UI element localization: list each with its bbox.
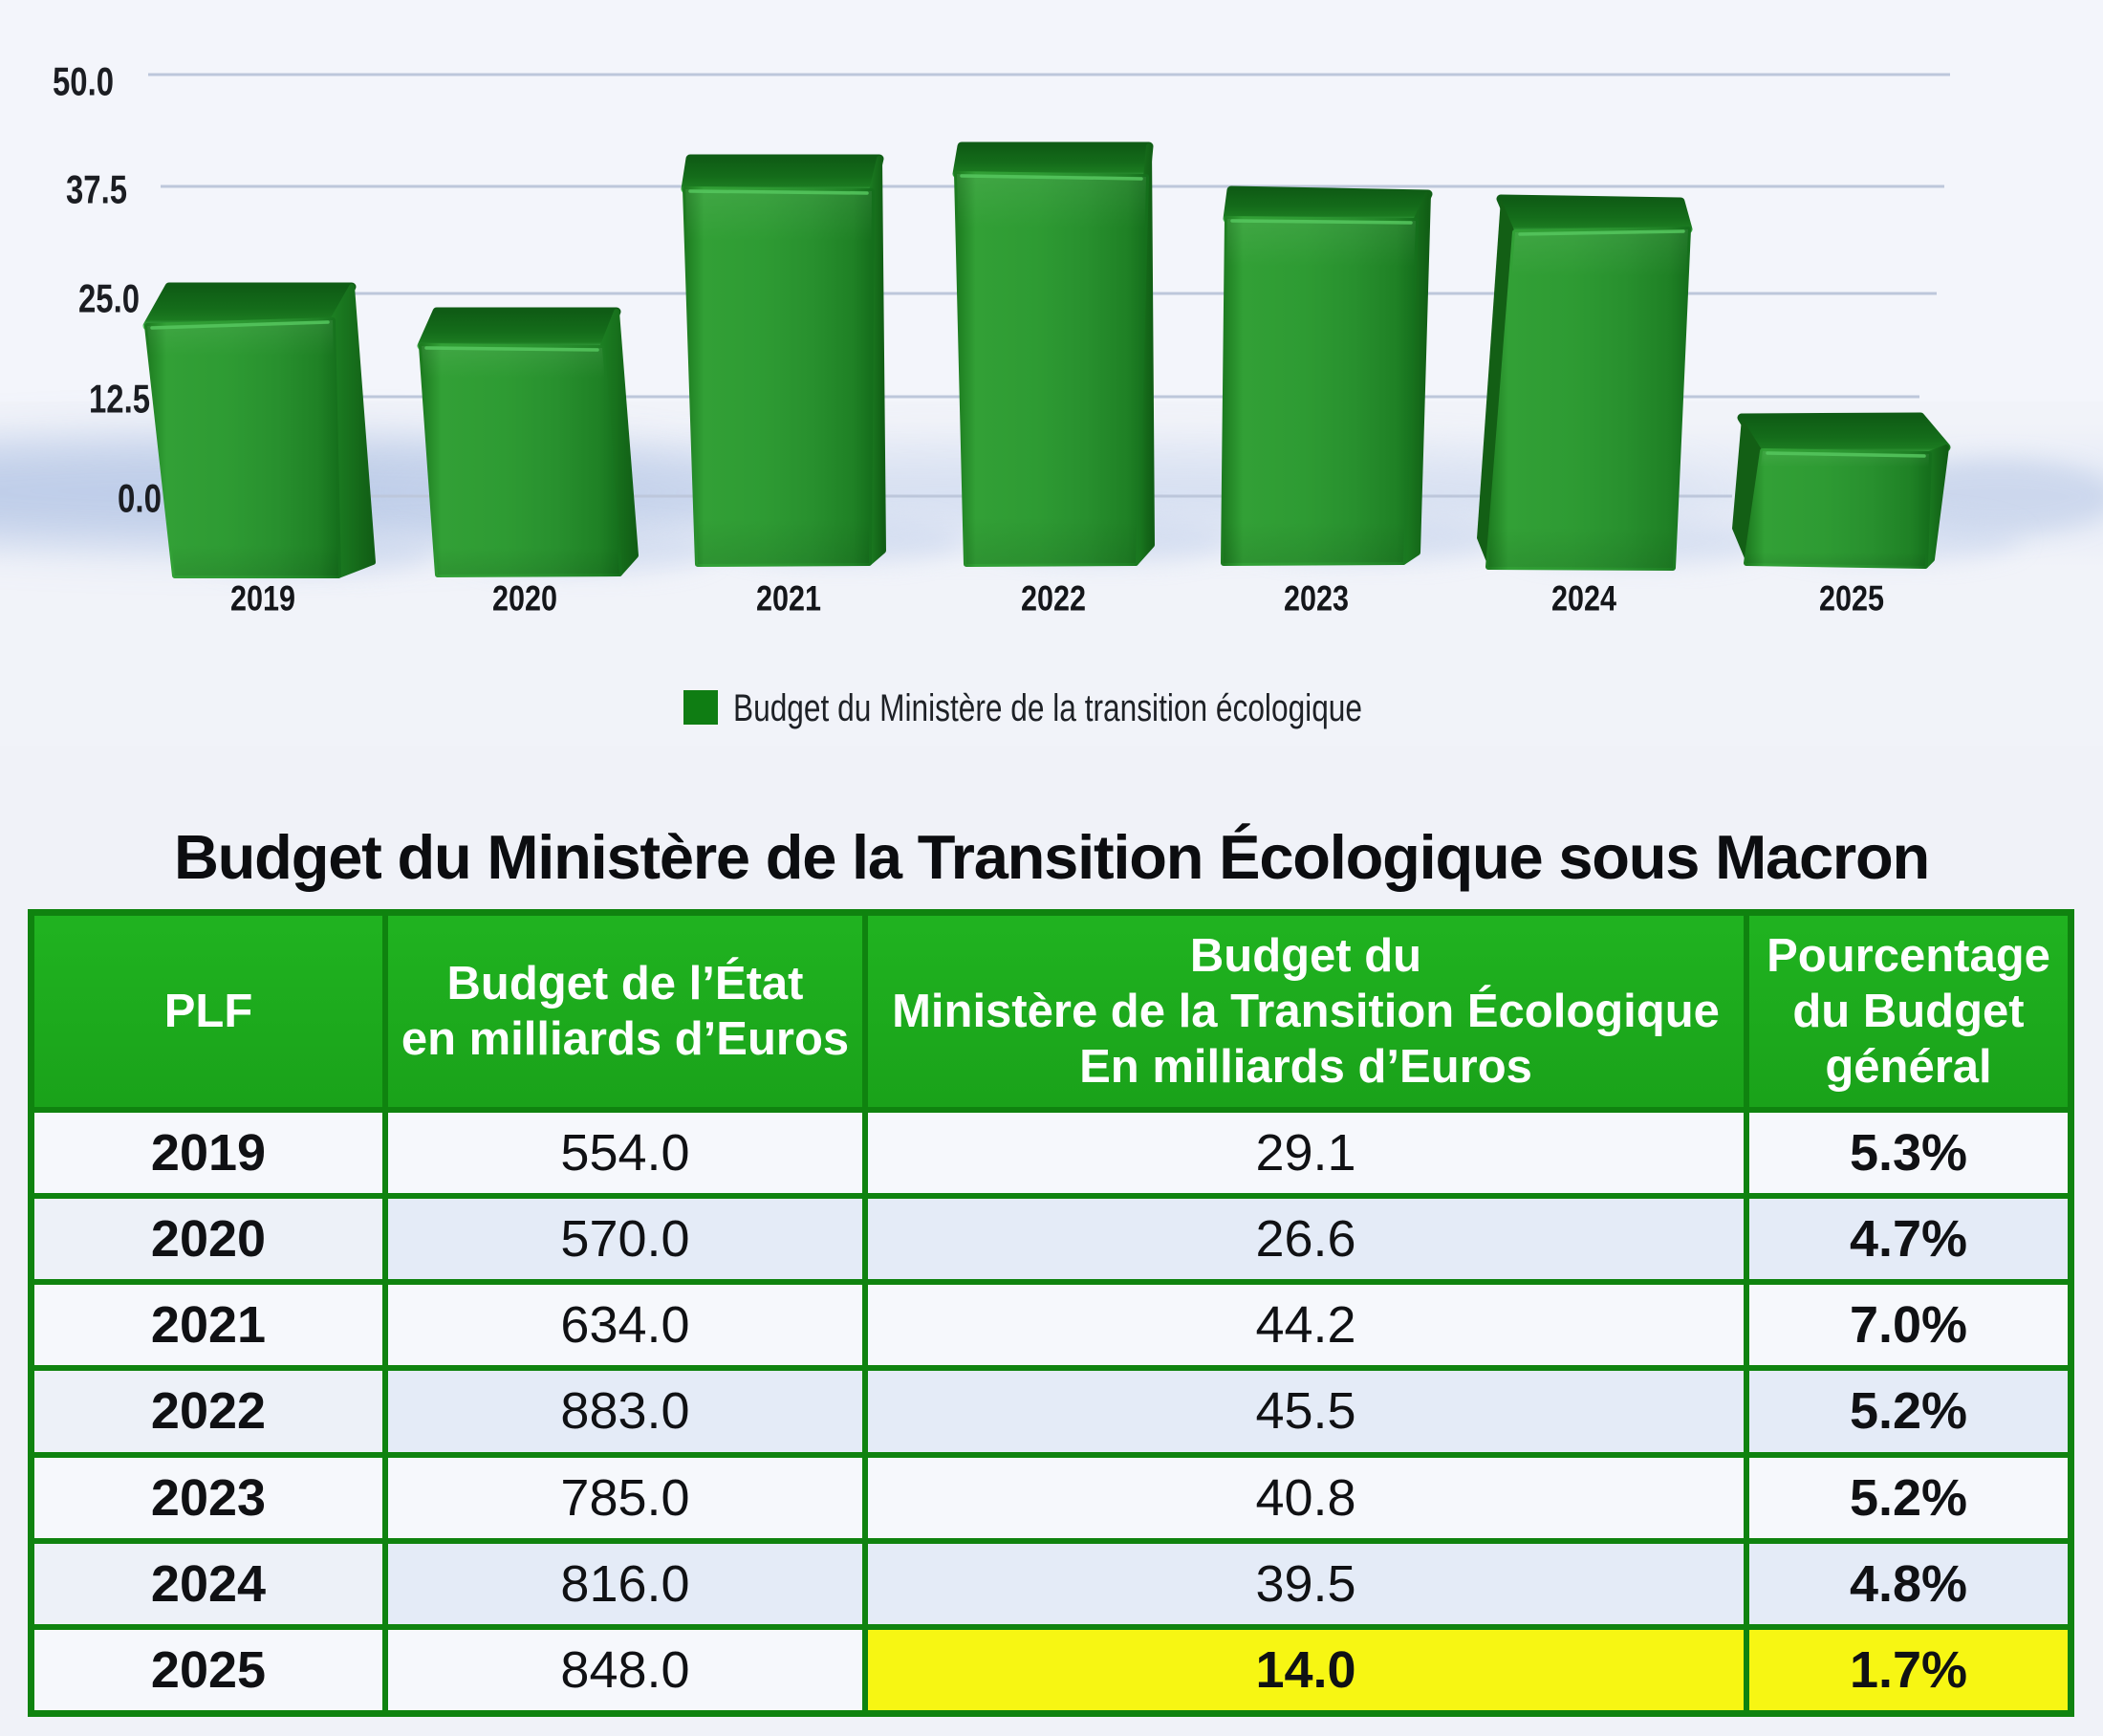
svg-text:2025: 2025	[1819, 579, 1884, 618]
svg-text:Budget du Ministère de la tran: Budget du Ministère de la transition éco…	[733, 687, 1362, 729]
svg-text:2024: 2024	[1551, 579, 1616, 618]
svg-text:50.0: 50.0	[53, 59, 114, 104]
svg-text:25.0: 25.0	[78, 276, 140, 321]
svg-text:0.0: 0.0	[118, 476, 162, 521]
svg-text:2021: 2021	[756, 579, 821, 618]
svg-text:2019: 2019	[230, 579, 295, 618]
svg-text:12.5: 12.5	[89, 377, 150, 422]
svg-text:2020: 2020	[492, 579, 557, 618]
svg-text:37.5: 37.5	[66, 167, 127, 212]
svg-text:2023: 2023	[1284, 579, 1349, 618]
svg-text:2022: 2022	[1021, 579, 1086, 618]
